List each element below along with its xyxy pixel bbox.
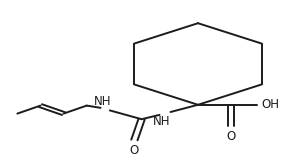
Text: O: O <box>130 144 139 157</box>
Text: OH: OH <box>261 98 279 111</box>
Text: NH: NH <box>153 115 171 128</box>
Text: NH: NH <box>94 95 111 108</box>
Text: O: O <box>227 130 236 143</box>
